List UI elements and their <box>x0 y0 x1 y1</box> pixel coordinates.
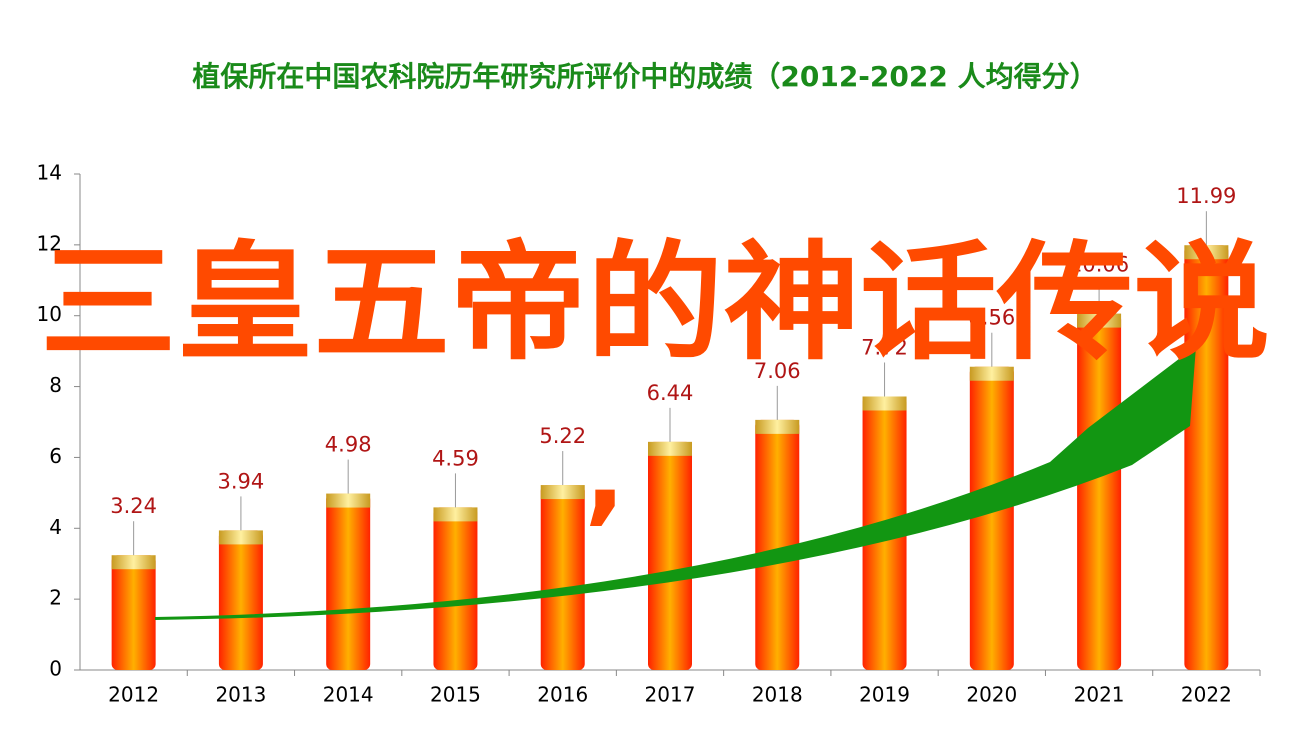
value-label: 4.59 <box>432 446 479 470</box>
bar <box>1077 313 1122 670</box>
bar-cap <box>648 441 692 456</box>
bar <box>326 493 371 670</box>
bar-cap <box>218 530 263 545</box>
x-tick-label: 2012 <box>108 683 159 707</box>
overlay-mark: , <box>584 408 626 536</box>
bar <box>111 555 156 670</box>
x-tick-label: 2015 <box>430 683 481 707</box>
y-tick-label: 10 <box>37 302 62 326</box>
value-label: 3.24 <box>110 494 157 518</box>
value-label: 11.99 <box>1176 184 1236 208</box>
bar <box>755 419 800 670</box>
bar-cap <box>433 507 478 522</box>
y-tick-label: 8 <box>49 373 62 397</box>
plot-area: 0 2 4 6 8 10 12 14 2012 3.24 2013 3.94 2014 4.98 2015 4… <box>37 161 1261 707</box>
y-tick-label: 6 <box>49 444 62 468</box>
x-tick-label: 2020 <box>966 683 1017 707</box>
x-tick-label: 2013 <box>215 683 266 707</box>
bar <box>218 530 263 670</box>
value-label: 8.56 <box>968 306 1015 330</box>
bar-cap <box>1184 245 1229 260</box>
x-tick-label: 2018 <box>752 683 803 707</box>
x-tick-label: 2014 <box>323 683 374 707</box>
bar-cap <box>862 396 907 411</box>
bar-cap <box>111 555 156 570</box>
y-tick-label: 12 <box>37 231 62 255</box>
bar-cap <box>1077 313 1122 328</box>
x-tick-label: 2017 <box>645 683 696 707</box>
value-label: 3.94 <box>218 469 265 493</box>
value-label: 6.44 <box>647 381 694 405</box>
value-label: 5.22 <box>539 424 586 448</box>
bar-cap <box>969 366 1014 381</box>
y-tick-label: 2 <box>49 586 62 610</box>
x-tick-label: 2021 <box>1074 683 1125 707</box>
y-tick-label: 4 <box>49 515 62 539</box>
value-label: 7.06 <box>754 359 801 383</box>
value-label: 10.06 <box>1069 253 1129 277</box>
bar <box>648 441 692 670</box>
y-tick-label: 14 <box>37 161 62 185</box>
bar-cap <box>326 493 371 508</box>
bar <box>969 366 1014 670</box>
x-tick-label: 2016 <box>537 683 588 707</box>
bar <box>433 507 478 670</box>
value-label: 4.98 <box>325 433 372 457</box>
x-tick-label: 2022 <box>1181 683 1232 707</box>
value-label: 7.72 <box>861 335 908 359</box>
x-tick-label: 2019 <box>859 683 910 707</box>
overlay-text: 三皇五帝的神话传说 <box>40 229 1270 378</box>
bar-cap <box>540 485 585 500</box>
chart-title: 植保所在中国农科院历年研究所评价中的成绩（2012-2022 人均得分） <box>192 60 1097 93</box>
y-tick-label: 0 <box>49 657 62 681</box>
bar-cap <box>755 419 800 434</box>
bar <box>540 485 585 670</box>
